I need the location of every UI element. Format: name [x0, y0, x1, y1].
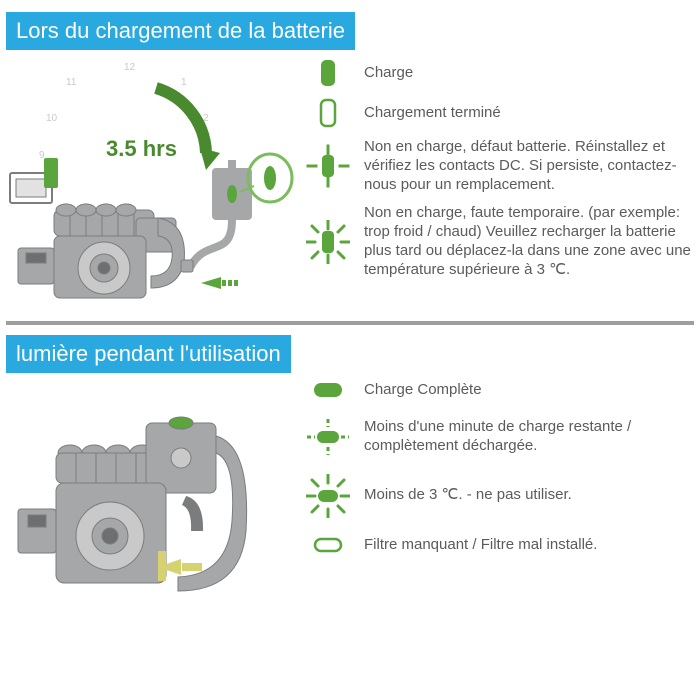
cable-arrow-icon: [201, 277, 238, 289]
legend-text: Charge Complète: [364, 381, 482, 400]
section1-legend: Charge Chargement terminé Non en charge,…: [306, 58, 694, 313]
legend-row: Charge Complète: [306, 381, 694, 400]
device-body: [18, 204, 193, 298]
pill-blink-slow-icon: [306, 418, 350, 456]
legend-row: Moins de 3 ℃. - ne pas utiliser.: [306, 474, 694, 518]
wall-plate: [10, 158, 58, 203]
led-blink-slow-icon: [306, 144, 350, 188]
section2-legend: Charge Complète Moins d'une minute de ch…: [306, 381, 694, 636]
svg-text:1: 1: [181, 77, 187, 88]
section2-header: lumière pendant l'utilisation: [6, 335, 291, 373]
charger-block: [212, 154, 292, 220]
charging-diagram: 12 111 102 93 3.5 hrs: [6, 58, 296, 308]
legend-text: Filtre manquant / Filtre mal installé.: [364, 536, 597, 555]
clock-icon: 12 111 102 93 3.5 hrs: [39, 62, 220, 170]
legend-text: Charge: [364, 64, 413, 83]
section2-illustration: [6, 381, 296, 636]
legend-text: Moins de 3 ℃. - ne pas utiliser.: [364, 486, 572, 505]
svg-text:12: 12: [124, 62, 136, 73]
legend-text: Chargement terminé: [364, 104, 501, 123]
pill-blink-fast-icon: [306, 474, 350, 518]
device-body: [18, 417, 247, 591]
legend-text: Non en charge, défaut batterie. Réinstal…: [364, 138, 694, 194]
section2: Charge Complète Moins d'une minute de ch…: [6, 381, 694, 636]
clock-label: 3.5 hrs: [106, 136, 177, 161]
legend-row: Chargement terminé: [306, 98, 694, 128]
led-solid-icon: [319, 58, 337, 88]
svg-text:9: 9: [39, 150, 45, 161]
legend-row: Moins d'une minute de charge restante / …: [306, 418, 694, 456]
svg-text:11: 11: [66, 77, 77, 88]
legend-row: Charge: [306, 58, 694, 88]
section1-header: Lors du chargement de la batterie: [6, 12, 355, 50]
usage-diagram: [6, 381, 296, 631]
legend-text: Non en charge, faute temporaire. (par ex…: [364, 204, 694, 279]
svg-text:10: 10: [46, 113, 58, 124]
section1-illustration: 12 111 102 93 3.5 hrs: [6, 58, 296, 313]
legend-text: Moins d'une minute de charge restante / …: [364, 418, 694, 456]
led-outline-icon: [319, 98, 337, 128]
section1: 12 111 102 93 3.5 hrs: [6, 58, 694, 313]
pill-solid-icon: [313, 382, 343, 398]
section-divider: [6, 321, 694, 325]
legend-row: Filtre manquant / Filtre mal installé.: [306, 536, 694, 555]
pill-outline-icon: [313, 537, 343, 553]
legend-row: Non en charge, défaut batterie. Réinstal…: [306, 138, 694, 194]
led-blink-fast-icon: [306, 220, 350, 264]
legend-row: Non en charge, faute temporaire. (par ex…: [306, 204, 694, 279]
